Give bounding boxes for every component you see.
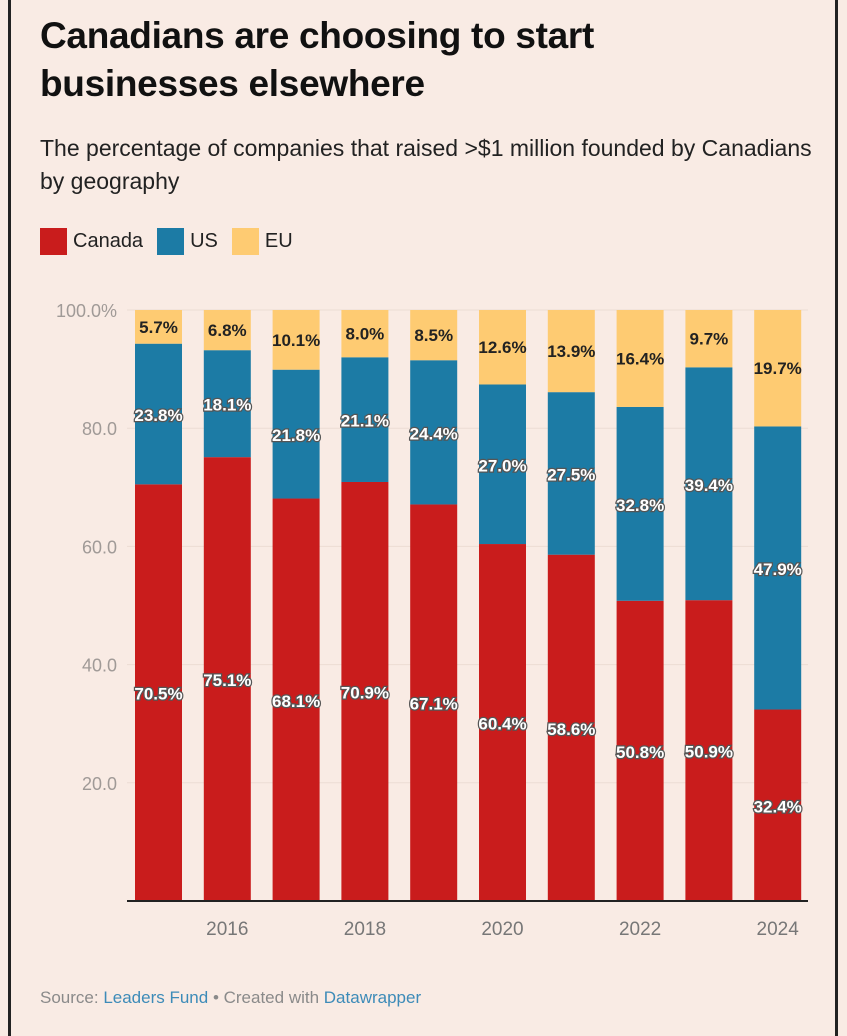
x-tick-label: 2016 <box>206 919 248 940</box>
data-label-eu: 9.7% <box>690 330 729 349</box>
bar-segment-eu <box>685 310 733 368</box>
x-tick-label: 2018 <box>344 919 386 940</box>
legend-swatch-canada <box>40 228 67 255</box>
bar-segment-canada <box>616 600 664 901</box>
legend-swatch-us <box>157 228 185 255</box>
data-label-eu: 8.5% <box>414 326 453 345</box>
data-label-canada: 32.4% <box>754 797 802 816</box>
bar-segment-eu <box>135 310 182 344</box>
data-label-us: 39.4% <box>685 476 733 495</box>
bar-segment-us <box>410 360 458 505</box>
data-label-eu: 6.8% <box>208 321 247 340</box>
legend-label-eu: EU <box>264 230 293 252</box>
bar-segment-us <box>616 406 664 601</box>
data-label-eu: 19.7% <box>754 359 802 378</box>
data-label-eu: 8.0% <box>346 325 385 344</box>
data-label-us: 18.1% <box>203 396 251 415</box>
data-label-eu: 10.1% <box>272 331 320 350</box>
source-separator: • Created with <box>208 988 324 1007</box>
bar-segment-us <box>341 357 389 482</box>
data-label-us: 24.4% <box>410 424 458 443</box>
bars <box>135 310 802 901</box>
data-label-eu: 16.4% <box>616 349 664 368</box>
y-tick-label: 40.0 <box>82 656 117 676</box>
bar-segment-us <box>547 392 595 555</box>
datawrapper-link[interactable]: Datawrapper <box>323 988 422 1007</box>
legend-label-canada: Canada <box>73 230 144 252</box>
bar-segment-us <box>272 369 320 499</box>
bar-segment-canada <box>341 481 389 901</box>
data-label-canada: 70.5% <box>134 685 182 704</box>
y-tick-label: 80.0 <box>82 419 117 439</box>
bar-segment-canada <box>685 600 733 901</box>
bar-segment-us <box>685 367 733 601</box>
data-label-us: 27.5% <box>547 465 595 484</box>
data-labels: 70.5% 23.8% 5.7% 75.1% 18.1% 6.8% 68.1% 21.8% 10… <box>133 318 803 818</box>
chart-subtitle: The percentage of companies that raised … <box>40 135 812 194</box>
data-label-canada: 70.9% <box>341 683 389 702</box>
source-prefix: Source: <box>40 988 104 1007</box>
x-tick-label: 2024 <box>757 919 800 940</box>
legend-swatch-eu <box>231 228 259 255</box>
bar-segment-canada <box>272 498 320 901</box>
data-label-eu: 5.7% <box>139 318 178 337</box>
bar-segment-canada <box>135 484 182 901</box>
data-label-eu: 13.9% <box>547 342 595 361</box>
legend-label-us: US <box>190 230 218 252</box>
data-label-eu: 12.6% <box>478 338 526 357</box>
data-label-canada: 75.1% <box>203 671 251 690</box>
bar-segment-us <box>135 343 182 485</box>
bar-segment-eu <box>203 310 251 351</box>
x-tick-label: 2022 <box>619 919 661 940</box>
bar-segment-canada <box>754 709 802 901</box>
bar-segment-us <box>479 384 526 545</box>
data-label-canada: 67.1% <box>410 695 458 714</box>
chart-title: Canadians are choosing to start business… <box>40 15 595 104</box>
legend: Canada US EU <box>40 228 307 255</box>
data-label-canada: 50.8% <box>616 743 664 762</box>
y-tick-label: 60.0 <box>82 537 117 557</box>
source-link[interactable]: Leaders Fund <box>103 988 209 1007</box>
bar-segment-us <box>203 350 251 458</box>
bar-segment-eu <box>547 310 595 393</box>
x-tick-label: 2020 <box>481 919 523 940</box>
bar-segment-canada <box>479 544 526 901</box>
data-label-us: 23.8% <box>134 406 182 425</box>
y-tick-label: 100.0% <box>56 301 117 321</box>
bar-segment-eu <box>272 310 320 370</box>
source-line: Source: Leaders Fund • Created with Data… <box>40 988 421 1008</box>
bar-segment-canada <box>203 457 251 901</box>
y-axis: 20.0 40.0 60.0 80.0 100.0% <box>56 301 117 794</box>
bar-segment-canada <box>410 504 458 901</box>
data-label-canada: 68.1% <box>272 692 320 711</box>
data-label-canada: 60.4% <box>478 715 526 734</box>
data-label-us: 27.0% <box>478 456 526 475</box>
legend-item-eu: EU <box>231 228 293 255</box>
data-label-us: 32.8% <box>616 496 664 515</box>
y-tick-label: 20.0 <box>82 774 117 794</box>
data-label-us: 21.1% <box>341 412 389 431</box>
bar-segment-eu <box>479 310 526 385</box>
legend-item-us: US <box>157 228 218 255</box>
legend-item-canada: Canada <box>40 228 143 255</box>
bar-segment-eu <box>754 310 802 427</box>
bar-segment-eu <box>616 310 664 407</box>
data-label-canada: 50.9% <box>685 743 733 762</box>
bar-segment-eu <box>341 310 389 358</box>
data-label-us: 21.8% <box>272 426 320 445</box>
bar-segment-eu <box>410 310 458 361</box>
data-label-us: 47.9% <box>754 560 802 579</box>
x-axis: 2016 2018 2020 2022 2024 <box>206 919 799 940</box>
bar-segment-us <box>754 426 802 710</box>
bar-segment-canada <box>547 554 595 901</box>
data-label-canada: 58.6% <box>547 720 595 739</box>
